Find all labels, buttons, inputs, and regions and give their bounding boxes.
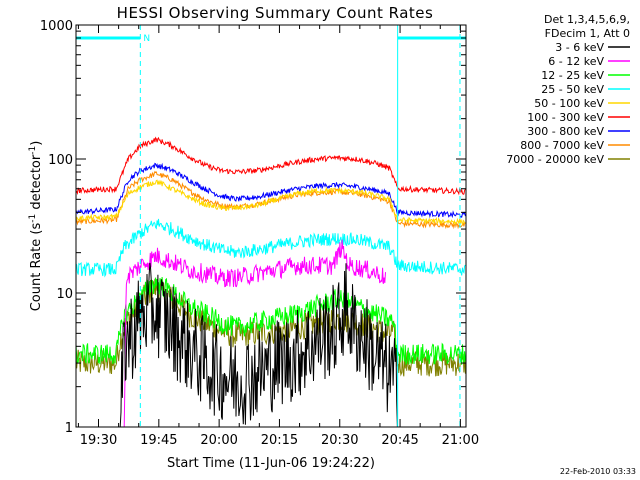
- x-tick-label-4: 20:30: [321, 433, 358, 448]
- legend-label-1: 6 - 12 keV: [548, 55, 604, 68]
- y-axis: 1 10 100 1000: [40, 19, 466, 436]
- plot-frame: [75, 24, 467, 428]
- series-line-5: [76, 136, 466, 196]
- y-tick-label-3: 1000: [40, 19, 73, 34]
- legend-label-5: 100 - 300 keV: [527, 111, 604, 124]
- timestamp: 22-Feb-2010 03:33: [560, 467, 636, 476]
- legend-label-6: 300 - 800 keV: [527, 125, 604, 138]
- series-line-0: [119, 262, 398, 427]
- legend-header-line-1: Det 1,3,4,5,6,9,: [544, 13, 630, 26]
- y-tick-label-2: 100: [48, 153, 73, 168]
- attenuator-label: N: [143, 34, 150, 44]
- y-tick-label-0: 1: [65, 421, 73, 436]
- x-axis: 19:30 19:45 20:00 20:15 20:30 20:45 21:00: [77, 25, 479, 448]
- chart-title: HESSI Observing Summary Count Rates: [117, 4, 434, 22]
- x-tick-label-0: 19:30: [80, 433, 117, 448]
- series-line-4: [76, 179, 466, 226]
- legend-header-line-2: FDecim 1, Att 0: [545, 27, 630, 40]
- x-tick-label-1: 19:45: [140, 433, 177, 448]
- legend-label-8: 7000 - 20000 keV: [506, 153, 604, 166]
- y-axis-label: Count Rate (s-1 detector-1): [28, 141, 44, 312]
- legend-label-0: 3 - 6 keV: [555, 41, 604, 54]
- x-tick-label-5: 20:45: [381, 433, 418, 448]
- plot-area: [76, 25, 466, 427]
- series-line-6: [76, 162, 466, 219]
- legend-label-7: 800 - 7000 keV: [520, 139, 604, 152]
- legend-label-3: 25 - 50 keV: [541, 83, 604, 96]
- x-tick-label-2: 20:00: [200, 433, 237, 448]
- x-axis-label: Start Time (11-Jun-06 19:24:22): [167, 456, 375, 471]
- legend-label-2: 12 - 25 keV: [541, 69, 604, 82]
- x-tick-label-6: 21:00: [442, 433, 479, 448]
- series-line-1: [123, 239, 386, 427]
- x-tick-label-3: 20:15: [261, 433, 298, 448]
- legend-label-4: 50 - 100 keV: [534, 97, 604, 110]
- legend: Det 1,3,4,5,6,9, FDecim 1, Att 0 3 - 6 k…: [506, 13, 630, 166]
- y-tick-label-1: 10: [56, 287, 73, 302]
- series-line-3: [76, 218, 466, 278]
